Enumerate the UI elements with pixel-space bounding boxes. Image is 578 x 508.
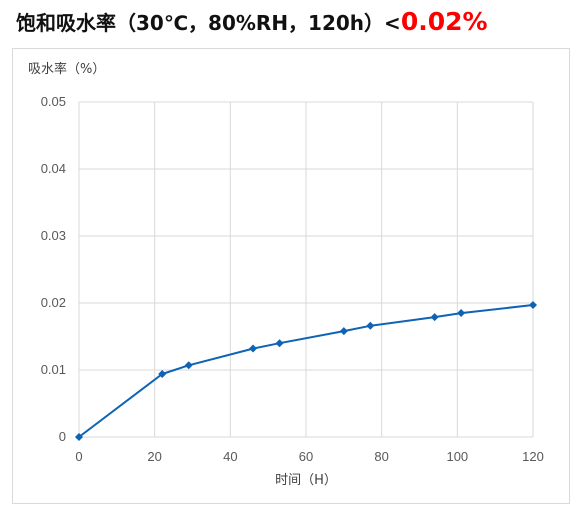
data-point-marker (457, 309, 466, 318)
data-point-marker (75, 433, 83, 441)
chart-title: 饱和吸水率（30℃，80%RH，120h）<0.02% (16, 4, 488, 40)
y-tick-label: 0.04 (41, 161, 66, 176)
y-tick-label: 0.02 (41, 295, 66, 310)
x-tick-label: 80 (374, 449, 388, 464)
data-point-marker (366, 321, 375, 330)
x-tick-label: 100 (446, 449, 468, 464)
data-point-marker (339, 327, 348, 336)
x-tick-label: 0 (75, 449, 82, 464)
data-point-marker (275, 339, 284, 348)
grid-lines (78, 101, 534, 438)
y-tick-label: 0.01 (41, 362, 66, 377)
x-tick-label: 40 (223, 449, 237, 464)
y-tick-label: 0 (59, 429, 66, 444)
x-tick-label: 60 (299, 449, 313, 464)
x-tick-label: 120 (522, 449, 544, 464)
data-point-marker (184, 361, 193, 370)
y-tick-label: 0.03 (41, 228, 66, 243)
chart-frame (12, 48, 570, 504)
data-point-marker (529, 301, 537, 310)
data-point-marker (249, 344, 258, 353)
chart-title-highlight: 0.02% (400, 7, 488, 36)
tick-labels: 0 0.01 0.02 0.03 0.04 0.05 0 20 40 60 80 100 120 (41, 94, 544, 464)
chart-title-main: 饱和吸水率（30℃，80%RH，120h）< (16, 11, 401, 35)
series-line (78, 304, 534, 438)
y-axis-title: 吸水率（%） (28, 61, 105, 77)
y-tick-label: 0.05 (41, 94, 66, 109)
data-point-marker (430, 313, 439, 322)
x-tick-label: 20 (147, 449, 161, 464)
series-layer (75, 301, 537, 441)
x-axis-title: 时间（H） (275, 473, 337, 488)
data-point-marker (158, 370, 167, 379)
